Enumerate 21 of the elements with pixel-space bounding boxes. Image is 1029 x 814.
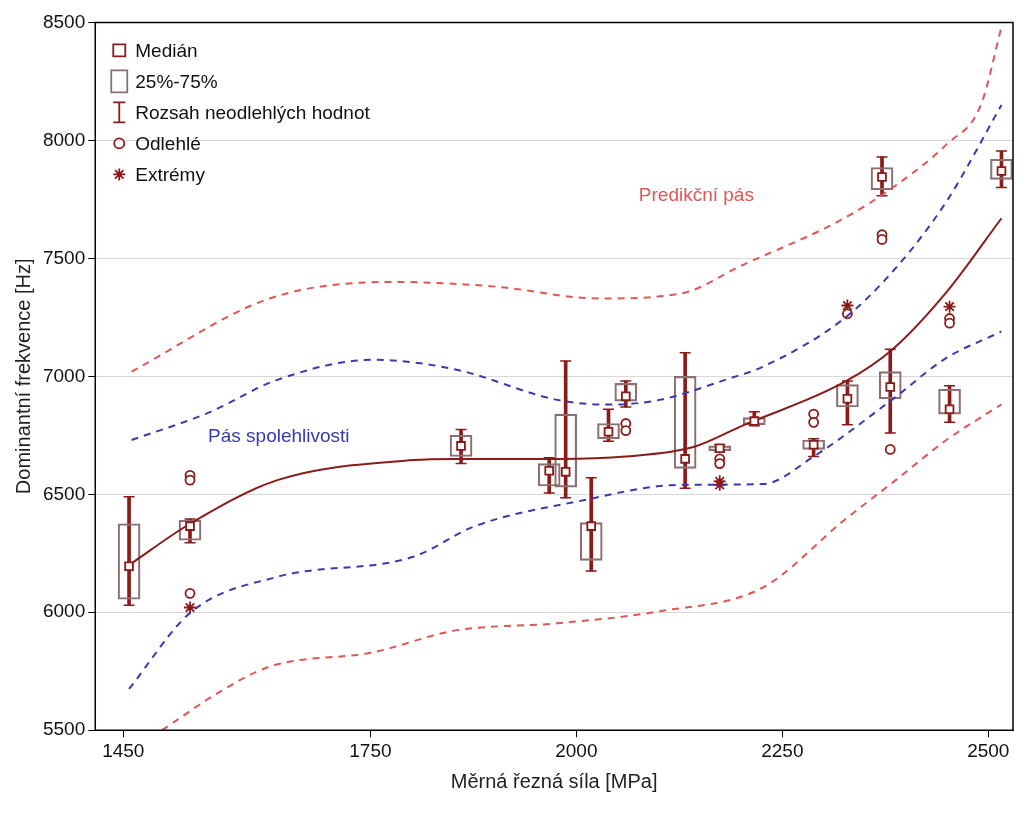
x-tick-label: 1450 (102, 739, 145, 761)
x-tick-label: 1750 (349, 739, 392, 761)
y-axis-title: Dominantní frekvence [Hz] (11, 258, 34, 495)
annotation: Pás spolehlivosti (208, 424, 350, 446)
legend-label: Rozsah neodlehlých hodnot (135, 101, 371, 123)
y-tick-label: 6000 (42, 600, 86, 622)
legend-label: Medián (135, 39, 198, 61)
legend-label: Odlehlé (135, 132, 201, 154)
y-tick-label: 7500 (42, 246, 86, 268)
y-tick-label: 7000 (42, 364, 86, 386)
x-tick-label: 2000 (555, 739, 598, 761)
y-tick-label: 5500 (42, 718, 86, 740)
legend-label: Extrémy (135, 163, 206, 185)
x-axis-title: Měrná řezná síla [MPa] (450, 769, 658, 792)
annotation: Predikční pás (638, 184, 754, 206)
x-tick-label: 2250 (761, 739, 804, 761)
y-tick-label: 8500 (42, 10, 86, 32)
legend-label: 25%-75% (135, 70, 218, 92)
y-tick-label: 8000 (42, 128, 86, 150)
x-tick-label: 2500 (967, 739, 1010, 761)
y-tick-label: 6500 (42, 482, 86, 504)
